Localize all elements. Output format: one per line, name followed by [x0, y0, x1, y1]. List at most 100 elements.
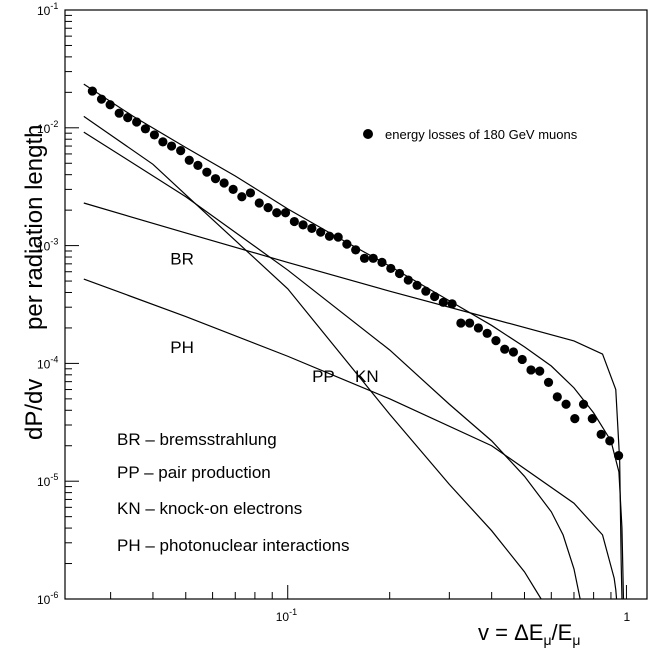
- data-point: [316, 227, 326, 237]
- data-point: [140, 124, 150, 134]
- data-point: [613, 450, 624, 461]
- legend-marker-circle: [363, 129, 373, 139]
- tick-base: 10: [37, 593, 51, 607]
- y-axis-label: dP/dv per radiation length: [21, 125, 48, 440]
- data-point: [254, 198, 264, 208]
- data-point: [570, 413, 580, 424]
- tick-base: 10: [37, 475, 51, 489]
- plot-frame: [64, 9, 648, 600]
- axis-tick-labels: 10-610-510-410-310-210-110-1 1: [37, 1, 630, 624]
- data-point: [394, 268, 405, 279]
- tick-exponent: -5: [50, 472, 58, 482]
- data-point: [543, 377, 554, 387]
- data-point: [184, 155, 194, 165]
- data-point: [438, 297, 448, 307]
- data-point: [158, 137, 168, 147]
- tick-base: 10: [37, 357, 51, 371]
- data-point: [473, 323, 483, 333]
- data-point: [193, 160, 203, 170]
- tick-base: 10: [37, 240, 51, 254]
- data-point: [333, 232, 343, 242]
- data-point: [96, 94, 107, 104]
- legend-br: BR – bremsstrahlung: [117, 430, 277, 449]
- curve-label-kn: KN: [355, 367, 379, 386]
- data-point: [552, 392, 562, 402]
- data-point: [149, 130, 160, 140]
- data-point: [500, 344, 510, 354]
- tick-exponent: -1: [50, 1, 58, 11]
- x-label-sub2: μ: [572, 632, 580, 648]
- data-point: [105, 100, 115, 110]
- x-tick-label: 1: [623, 610, 630, 624]
- data-point: [412, 280, 422, 290]
- x-label-sub1: μ: [543, 632, 551, 648]
- tick-exponent: -6: [50, 590, 58, 600]
- data-point: [517, 354, 527, 365]
- data-point: [202, 167, 212, 177]
- data-point: [596, 429, 606, 439]
- data-point: [263, 203, 273, 213]
- axis-ticks: [65, 9, 627, 600]
- data-point: [605, 436, 615, 446]
- marker-legend: energy losses of 180 GeV muons: [363, 127, 578, 142]
- y-tick-label: 10-1: [37, 1, 58, 18]
- tick-base: 1: [623, 610, 630, 624]
- curve-labels: BR PH PP KN: [170, 250, 378, 386]
- tick-base: 10: [276, 610, 290, 624]
- data-point: [447, 299, 457, 309]
- data-points: [87, 86, 624, 461]
- legend-ph: PH – photonuclear interactions: [117, 536, 349, 555]
- data-point: [280, 208, 291, 218]
- data-point: [307, 223, 317, 233]
- y-tick-label: 10-6: [37, 590, 58, 607]
- legend-kn: KN – knock-on electrons: [117, 499, 302, 518]
- x-label-slash: /E: [552, 620, 573, 645]
- data-point: [245, 188, 256, 198]
- data-point: [508, 347, 519, 357]
- data-point: [359, 253, 370, 263]
- data-point: [237, 192, 247, 202]
- x-axis-label: v = ΔEμ/Eμ: [478, 620, 580, 648]
- y-axis-label-right: per radiation length: [21, 125, 48, 330]
- tick-exponent: -4: [50, 354, 58, 364]
- data-point: [491, 336, 501, 346]
- curve-label-pp: PP: [312, 367, 335, 386]
- data-point: [166, 141, 177, 151]
- data-point: [465, 318, 475, 328]
- model-curves: [83, 83, 625, 600]
- data-point: [526, 365, 536, 375]
- data-point: [578, 399, 589, 409]
- curve-kn: [83, 131, 581, 600]
- data-point: [456, 318, 466, 328]
- tick-base: 10: [37, 4, 51, 18]
- y-tick-label: 10-4: [37, 354, 58, 371]
- curve-pp: [83, 115, 542, 600]
- legend-entry-muons: energy losses of 180 GeV muons: [385, 127, 578, 142]
- data-point: [561, 399, 571, 409]
- data-point: [123, 113, 133, 123]
- y-tick-label: 10-2: [37, 119, 58, 136]
- curve-label-ph: PH: [170, 338, 194, 357]
- tick-exponent: -3: [50, 237, 58, 247]
- tick-base: 10: [37, 122, 51, 136]
- data-point: [228, 184, 238, 194]
- data-point: [587, 413, 597, 424]
- data-point: [482, 328, 492, 338]
- data-point: [351, 245, 361, 255]
- curve-label-br: BR: [170, 250, 194, 269]
- data-point: [289, 216, 299, 227]
- data-point: [386, 263, 396, 274]
- tick-exponent: -2: [50, 119, 58, 129]
- data-point: [377, 257, 387, 268]
- data-point: [176, 146, 186, 156]
- data-point: [87, 86, 97, 96]
- data-point: [421, 286, 431, 296]
- data-point: [219, 178, 229, 188]
- y-axis-label-left: dP/dv: [21, 379, 48, 440]
- data-point: [132, 117, 142, 127]
- data-point: [324, 231, 335, 241]
- data-point: [114, 108, 124, 118]
- x-tick-label: 10-1: [276, 607, 297, 624]
- data-point: [272, 208, 282, 218]
